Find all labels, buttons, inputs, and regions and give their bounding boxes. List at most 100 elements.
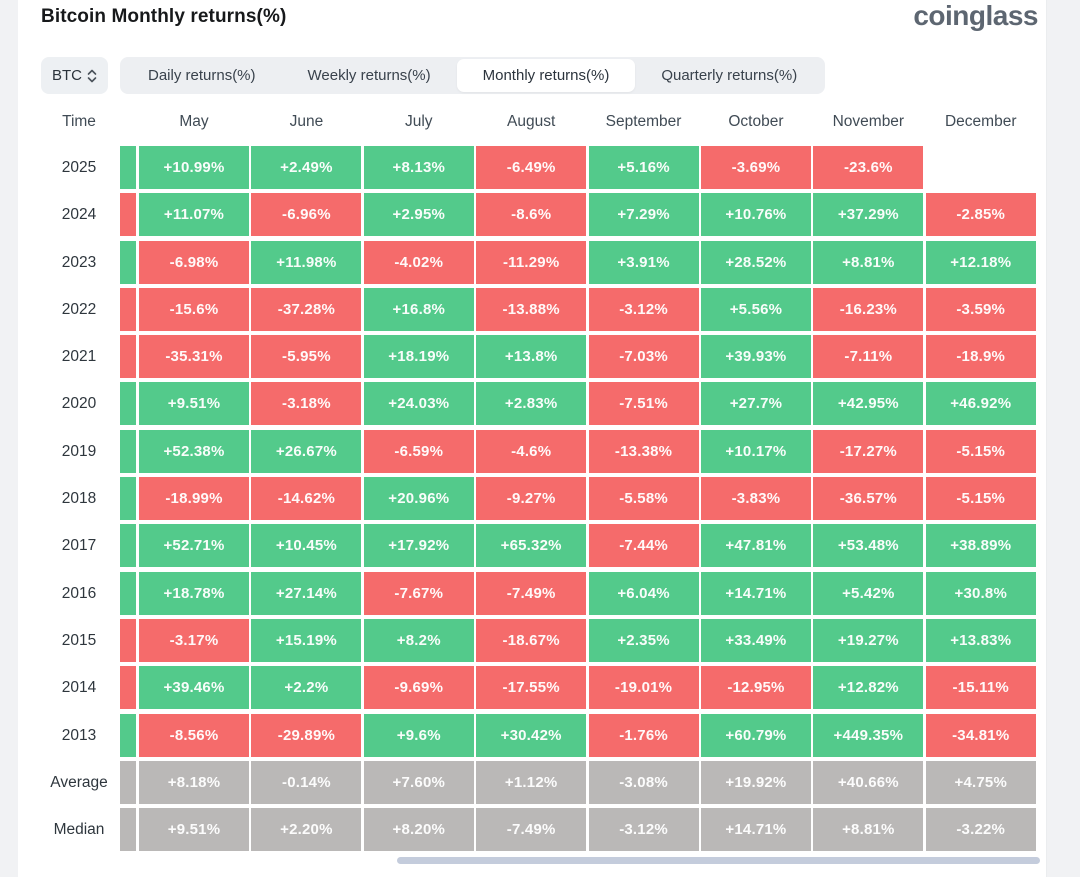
return-cell-july-2025[interactable]: +8.13% [363,146,474,189]
return-cell-september-2025[interactable]: +5.16% [588,146,699,189]
return-cell-august-2013[interactable]: +30.42% [476,713,587,757]
return-cell-september-2015[interactable]: +2.35% [588,618,699,662]
return-cell-june-2019[interactable]: +26.67% [251,429,362,473]
clipped-april-cell-2015[interactable] [120,618,136,662]
return-cell-september-2024[interactable]: +7.29% [588,193,699,237]
return-cell-june-2022[interactable]: -37.28% [251,287,362,331]
return-cell-november-2025[interactable]: -23.6% [813,146,924,189]
return-cell-december-2020[interactable]: +46.92% [925,382,1036,426]
return-cell-august-2022[interactable]: -13.88% [476,287,587,331]
return-cell-may-2021[interactable]: -35.31% [139,335,249,379]
return-cell-november-2018[interactable]: -36.57% [813,477,924,521]
return-cell-december-average[interactable]: +4.75% [925,760,1036,804]
return-cell-december-2019[interactable]: -5.15% [925,429,1036,473]
return-cell-november-2024[interactable]: +37.29% [813,193,924,237]
return-cell-july-2022[interactable]: +16.8% [363,287,474,331]
return-cell-may-2018[interactable]: -18.99% [139,477,249,521]
return-cell-may-2014[interactable]: +39.46% [139,666,249,710]
return-cell-november-average[interactable]: +40.66% [813,760,924,804]
return-cell-august-2016[interactable]: -7.49% [476,571,587,615]
return-cell-october-2024[interactable]: +10.76% [700,193,811,237]
return-cell-december-2013[interactable]: -34.81% [925,713,1036,757]
return-cell-may-2020[interactable]: +9.51% [139,382,249,426]
return-cell-august-2023[interactable]: -11.29% [476,240,587,284]
return-cell-june-2013[interactable]: -29.89% [251,713,362,757]
return-cell-december-2018[interactable]: -5.15% [925,477,1036,521]
return-cell-august-2025[interactable]: -6.49% [476,146,587,189]
return-cell-june-average[interactable]: -0.14% [251,760,362,804]
return-cell-september-2021[interactable]: -7.03% [588,335,699,379]
clipped-april-cell-2020[interactable] [120,382,136,426]
return-cell-june-2017[interactable]: +10.45% [251,524,362,568]
tab-monthly-returns[interactable]: Monthly returns(%) [456,59,636,92]
return-cell-december-2024[interactable]: -2.85% [925,193,1036,237]
return-cell-july-2014[interactable]: -9.69% [363,666,474,710]
return-cell-july-average[interactable]: +7.60% [363,760,474,804]
return-cell-october-2019[interactable]: +10.17% [700,429,811,473]
return-cell-october-2023[interactable]: +28.52% [700,240,811,284]
return-cell-may-2017[interactable]: +52.71% [139,524,249,568]
clipped-april-cell-2022[interactable] [120,287,136,331]
return-cell-june-2018[interactable]: -14.62% [251,477,362,521]
return-cell-june-2016[interactable]: +27.14% [251,571,362,615]
return-cell-june-2014[interactable]: +2.2% [251,666,362,710]
return-cell-july-2017[interactable]: +17.92% [363,524,474,568]
tab-weekly-returns[interactable]: Weekly returns(%) [282,59,457,92]
return-cell-august-2017[interactable]: +65.32% [476,524,587,568]
return-cell-september-median[interactable]: -3.12% [588,808,699,852]
return-cell-october-2020[interactable]: +27.7% [700,382,811,426]
return-cell-september-2022[interactable]: -3.12% [588,287,699,331]
return-cell-august-average[interactable]: +1.12% [476,760,587,804]
return-cell-october-2014[interactable]: -12.95% [700,666,811,710]
return-cell-july-2016[interactable]: -7.67% [363,571,474,615]
return-cell-september-2018[interactable]: -5.58% [588,477,699,521]
return-cell-november-2021[interactable]: -7.11% [813,335,924,379]
return-cell-september-2019[interactable]: -13.38% [588,429,699,473]
clipped-april-cell-2024[interactable] [120,193,136,237]
clipped-april-cell-median[interactable] [120,808,136,852]
return-cell-october-2015[interactable]: +33.49% [700,618,811,662]
return-cell-july-2015[interactable]: +8.2% [363,618,474,662]
clipped-april-cell-2014[interactable] [120,666,136,710]
return-cell-june-2020[interactable]: -3.18% [251,382,362,426]
clipped-april-cell-2016[interactable] [120,571,136,615]
return-cell-june-2025[interactable]: +2.49% [251,146,362,189]
return-cell-may-2016[interactable]: +18.78% [139,571,249,615]
return-cell-september-2013[interactable]: -1.76% [588,713,699,757]
return-cell-july-median[interactable]: +8.20% [363,808,474,852]
return-cell-december-median[interactable]: -3.22% [925,808,1036,852]
return-cell-november-2023[interactable]: +8.81% [813,240,924,284]
return-cell-november-2017[interactable]: +53.48% [813,524,924,568]
return-cell-may-2023[interactable]: -6.98% [139,240,249,284]
return-cell-may-average[interactable]: +8.18% [139,760,249,804]
return-cell-may-2013[interactable]: -8.56% [139,713,249,757]
return-cell-august-median[interactable]: -7.49% [476,808,587,852]
return-cell-november-2022[interactable]: -16.23% [813,287,924,331]
clipped-april-cell-2025[interactable] [120,146,136,189]
return-cell-november-2020[interactable]: +42.95% [813,382,924,426]
return-cell-june-median[interactable]: +2.20% [251,808,362,852]
return-cell-july-2018[interactable]: +20.96% [363,477,474,521]
return-cell-november-2013[interactable]: +449.35% [813,713,924,757]
return-cell-october-2025[interactable]: -3.69% [700,146,811,189]
return-cell-september-2023[interactable]: +3.91% [588,240,699,284]
return-cell-august-2024[interactable]: -8.6% [476,193,587,237]
return-cell-may-2024[interactable]: +11.07% [139,193,249,237]
clipped-april-cell-2017[interactable] [120,524,136,568]
return-cell-december-2022[interactable]: -3.59% [925,287,1036,331]
return-cell-december-2016[interactable]: +30.8% [925,571,1036,615]
return-cell-october-2016[interactable]: +14.71% [700,571,811,615]
return-cell-august-2019[interactable]: -4.6% [476,429,587,473]
tab-daily-returns[interactable]: Daily returns(%) [122,59,282,92]
return-cell-may-2015[interactable]: -3.17% [139,618,249,662]
return-cell-may-2025[interactable]: +10.99% [139,146,249,189]
return-cell-october-2017[interactable]: +47.81% [700,524,811,568]
return-cell-june-2021[interactable]: -5.95% [251,335,362,379]
return-cell-october-2022[interactable]: +5.56% [700,287,811,331]
return-cell-may-2019[interactable]: +52.38% [139,429,249,473]
return-cell-july-2021[interactable]: +18.19% [363,335,474,379]
tab-quarterly-returns[interactable]: Quarterly returns(%) [635,59,823,92]
return-cell-december-2021[interactable]: -18.9% [925,335,1036,379]
return-cell-october-median[interactable]: +14.71% [700,808,811,852]
return-cell-september-2017[interactable]: -7.44% [588,524,699,568]
